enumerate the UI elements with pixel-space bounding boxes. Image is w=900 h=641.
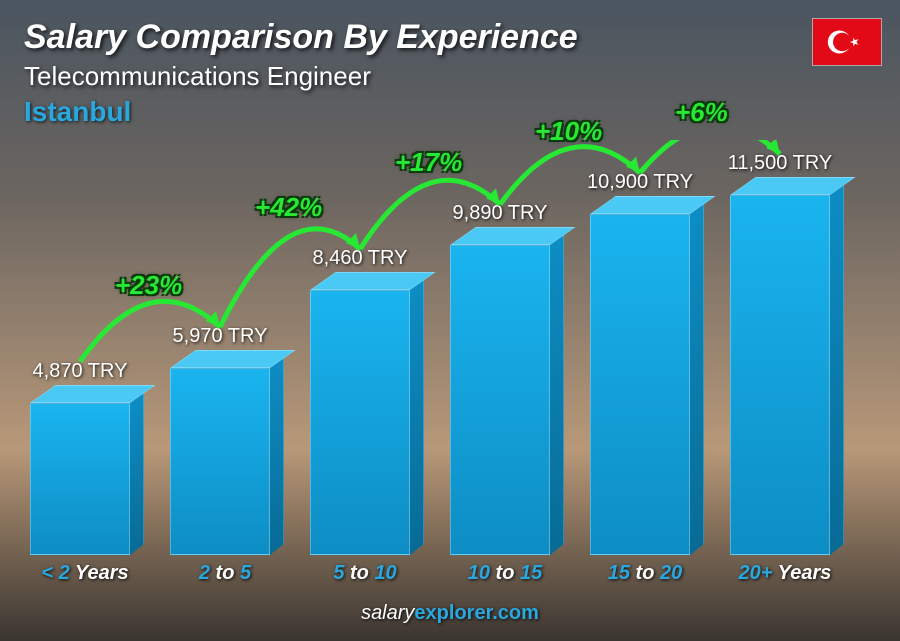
bar-front: [730, 195, 830, 555]
bar-group: 9,890 TRY10 to 15: [440, 163, 560, 583]
bar-value-label: 8,460 TRY: [290, 247, 430, 270]
bar-front: [450, 245, 550, 555]
bar-group: 10,900 TRY15 to 20: [580, 163, 700, 583]
bar-category-label: 5 to 10: [300, 562, 430, 585]
bar-front: [310, 290, 410, 555]
chart-subtitle: Telecommunications Engineer: [24, 61, 578, 92]
bar-value-label: 10,900 TRY: [570, 171, 710, 194]
bar-value-label: 5,970 TRY: [150, 325, 290, 348]
bar-front: [590, 214, 690, 555]
chart-title: Salary Comparison By Experience: [24, 18, 578, 57]
bar-group: 8,460 TRY5 to 10: [300, 163, 420, 583]
bar-group: 5,970 TRY2 to 5: [160, 163, 280, 583]
bar-front: [170, 368, 270, 555]
bar-side-face: [270, 357, 284, 555]
header: Salary Comparison By Experience Telecomm…: [24, 18, 578, 128]
growth-percentage: +23%: [115, 270, 182, 301]
bar-category-label: < 2 Years: [20, 562, 150, 585]
flag-turkey: [812, 18, 882, 66]
bar-category-label: 15 to 20: [580, 562, 710, 585]
growth-percentage: +17%: [395, 147, 462, 178]
bar-value-label: 9,890 TRY: [430, 202, 570, 225]
footer-prefix: salary: [361, 602, 414, 624]
growth-percentage: +42%: [255, 192, 322, 223]
bar-front: [30, 403, 130, 555]
bar-value-label: 11,500 TRY: [710, 152, 850, 175]
bar-chart: 4,870 TRY< 2 Years5,970 TRY2 to 5+23%8,4…: [20, 140, 860, 583]
bar-category-label: 10 to 15: [440, 562, 570, 585]
bar-side-face: [550, 234, 564, 555]
bar-category-label: 2 to 5: [160, 562, 290, 585]
bar-side-face: [130, 392, 144, 555]
footer-highlight: explorer.com: [414, 602, 539, 624]
footer-attribution: salaryexplorer.com: [0, 602, 900, 625]
bar-category-label: 20+ Years: [720, 562, 850, 585]
bar-group: 4,870 TRY< 2 Years: [20, 163, 140, 583]
growth-percentage: +6%: [675, 97, 728, 128]
bar-side-face: [410, 279, 424, 555]
bar-side-face: [830, 184, 844, 555]
bar-value-label: 4,870 TRY: [10, 360, 150, 383]
bar-group: 11,500 TRY20+ Years: [720, 163, 840, 583]
chart-location: Istanbul: [24, 96, 578, 128]
bar-side-face: [690, 203, 704, 555]
